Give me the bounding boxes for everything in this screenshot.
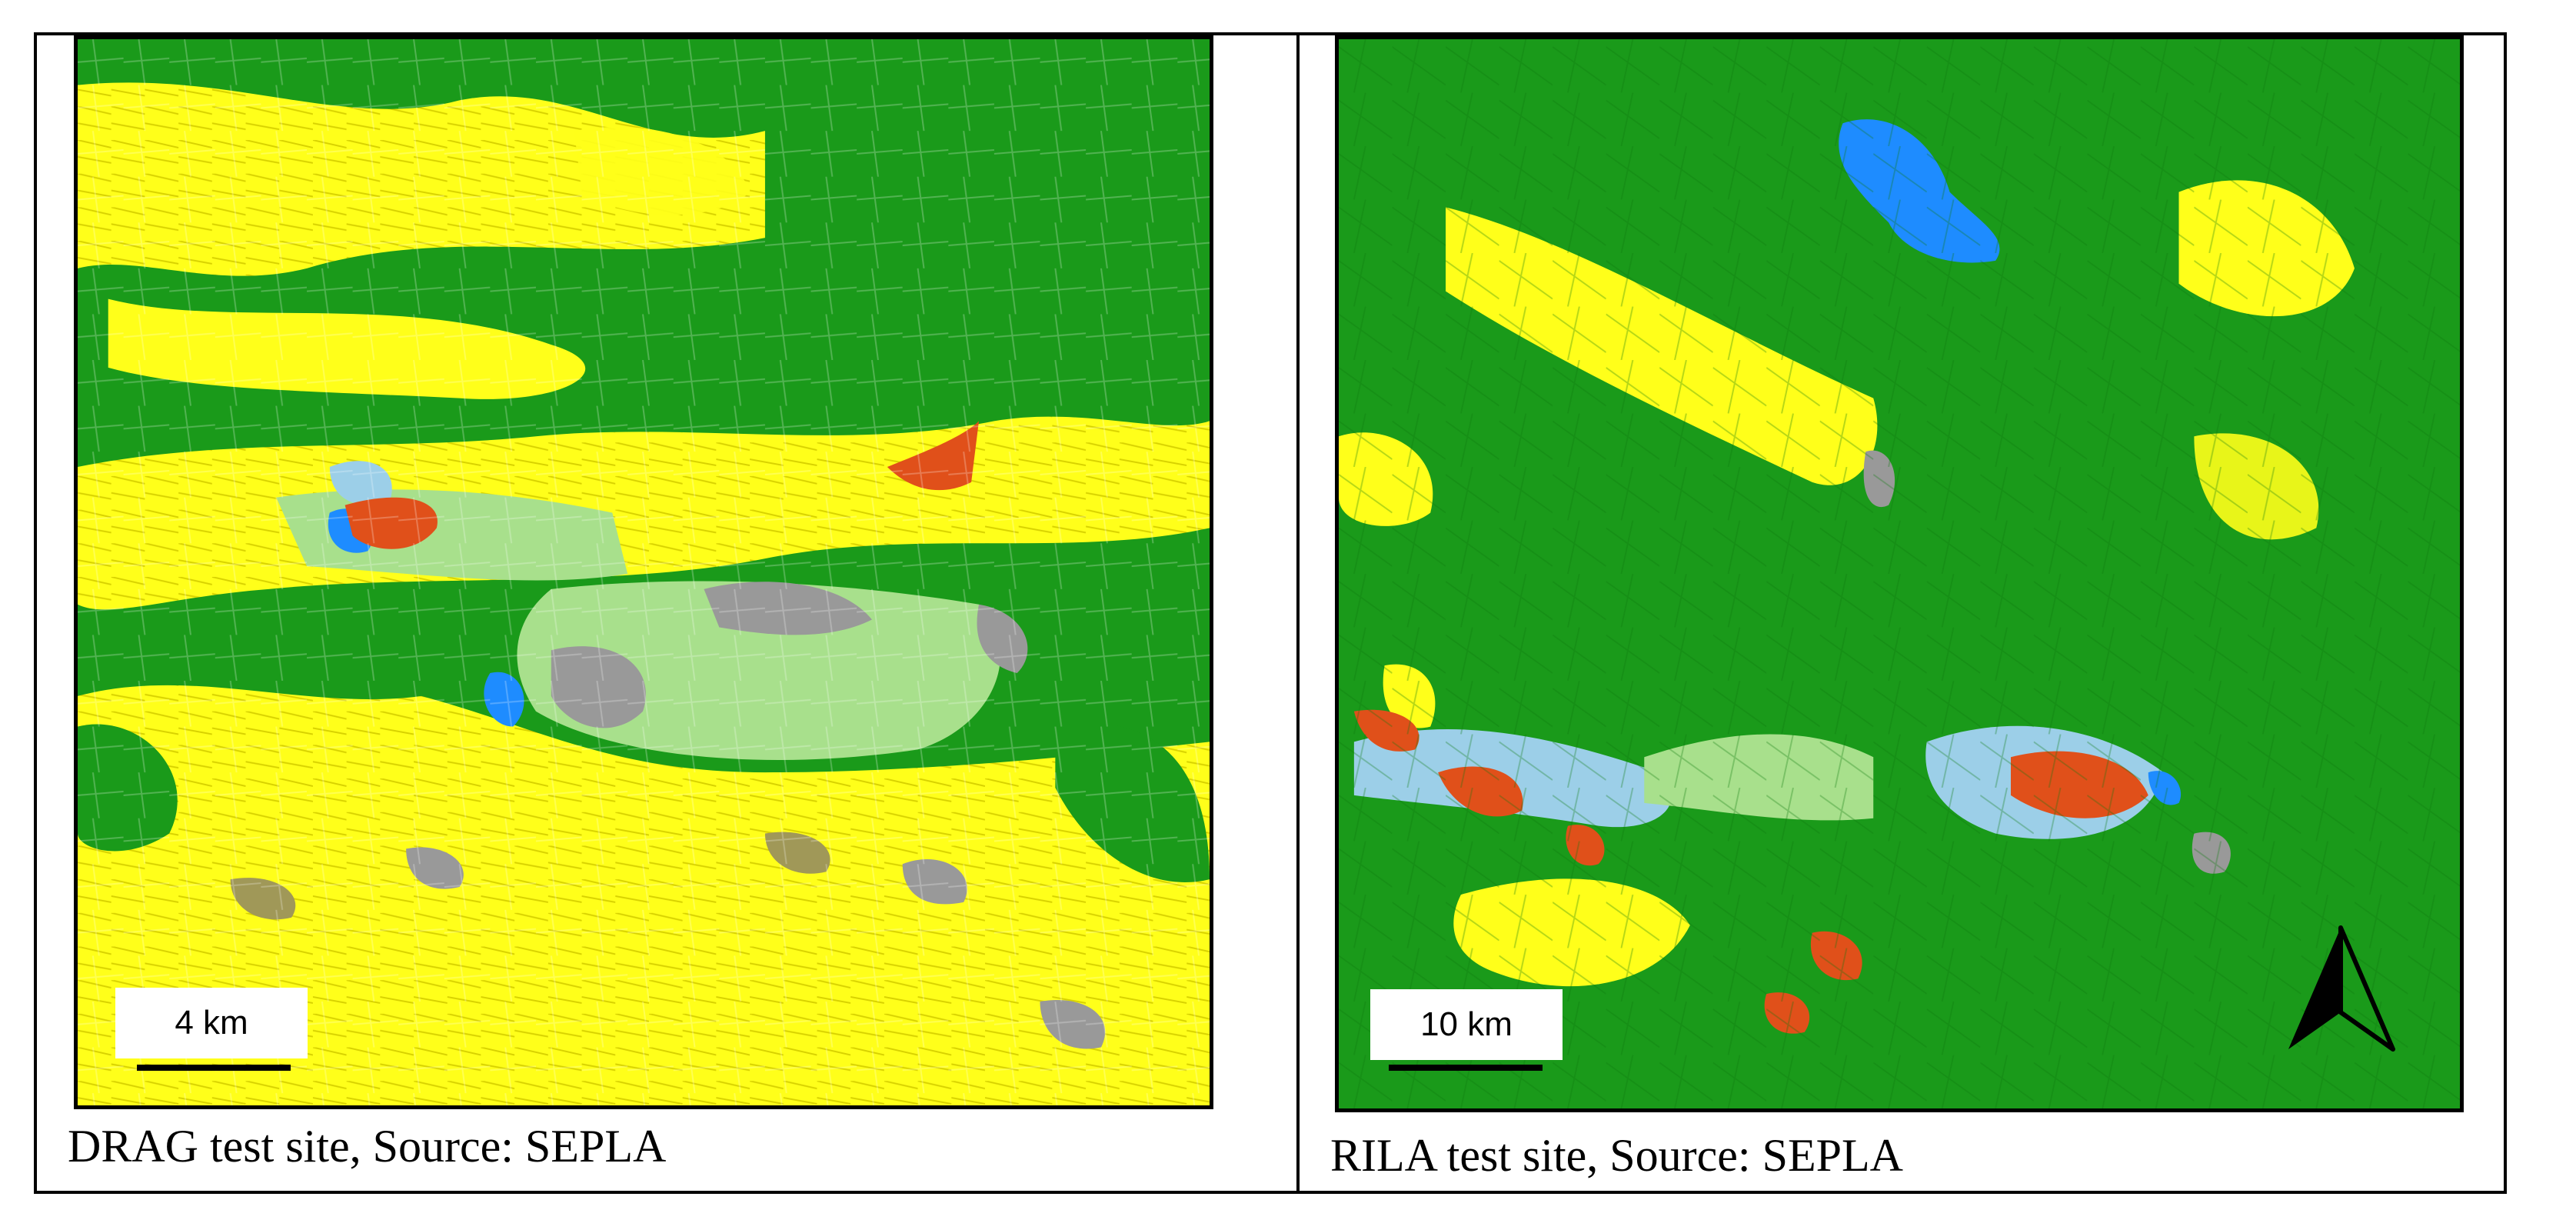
rila-map[interactable] [1335, 35, 2464, 1112]
boundary-lines [1339, 39, 2460, 1108]
scale-bar-drag [137, 1065, 291, 1071]
north-arrow-icon [2288, 925, 2395, 1052]
scale-bar-rila [1389, 1065, 1543, 1071]
rila-map-canvas [1339, 39, 2460, 1108]
figure-table [34, 32, 2507, 1194]
caption-drag: DRAG test site, Source: SEPLA [68, 1121, 667, 1172]
scale-label-drag: 4 km [115, 988, 308, 1058]
table-column-divider [1296, 32, 1300, 1194]
road-network [78, 39, 1210, 1105]
drag-map[interactable] [74, 35, 1213, 1109]
caption-rila: RILA test site, Source: SEPLA [1330, 1130, 1903, 1181]
scale-label-rila: 10 km [1370, 989, 1563, 1060]
drag-map-canvas [78, 39, 1210, 1105]
